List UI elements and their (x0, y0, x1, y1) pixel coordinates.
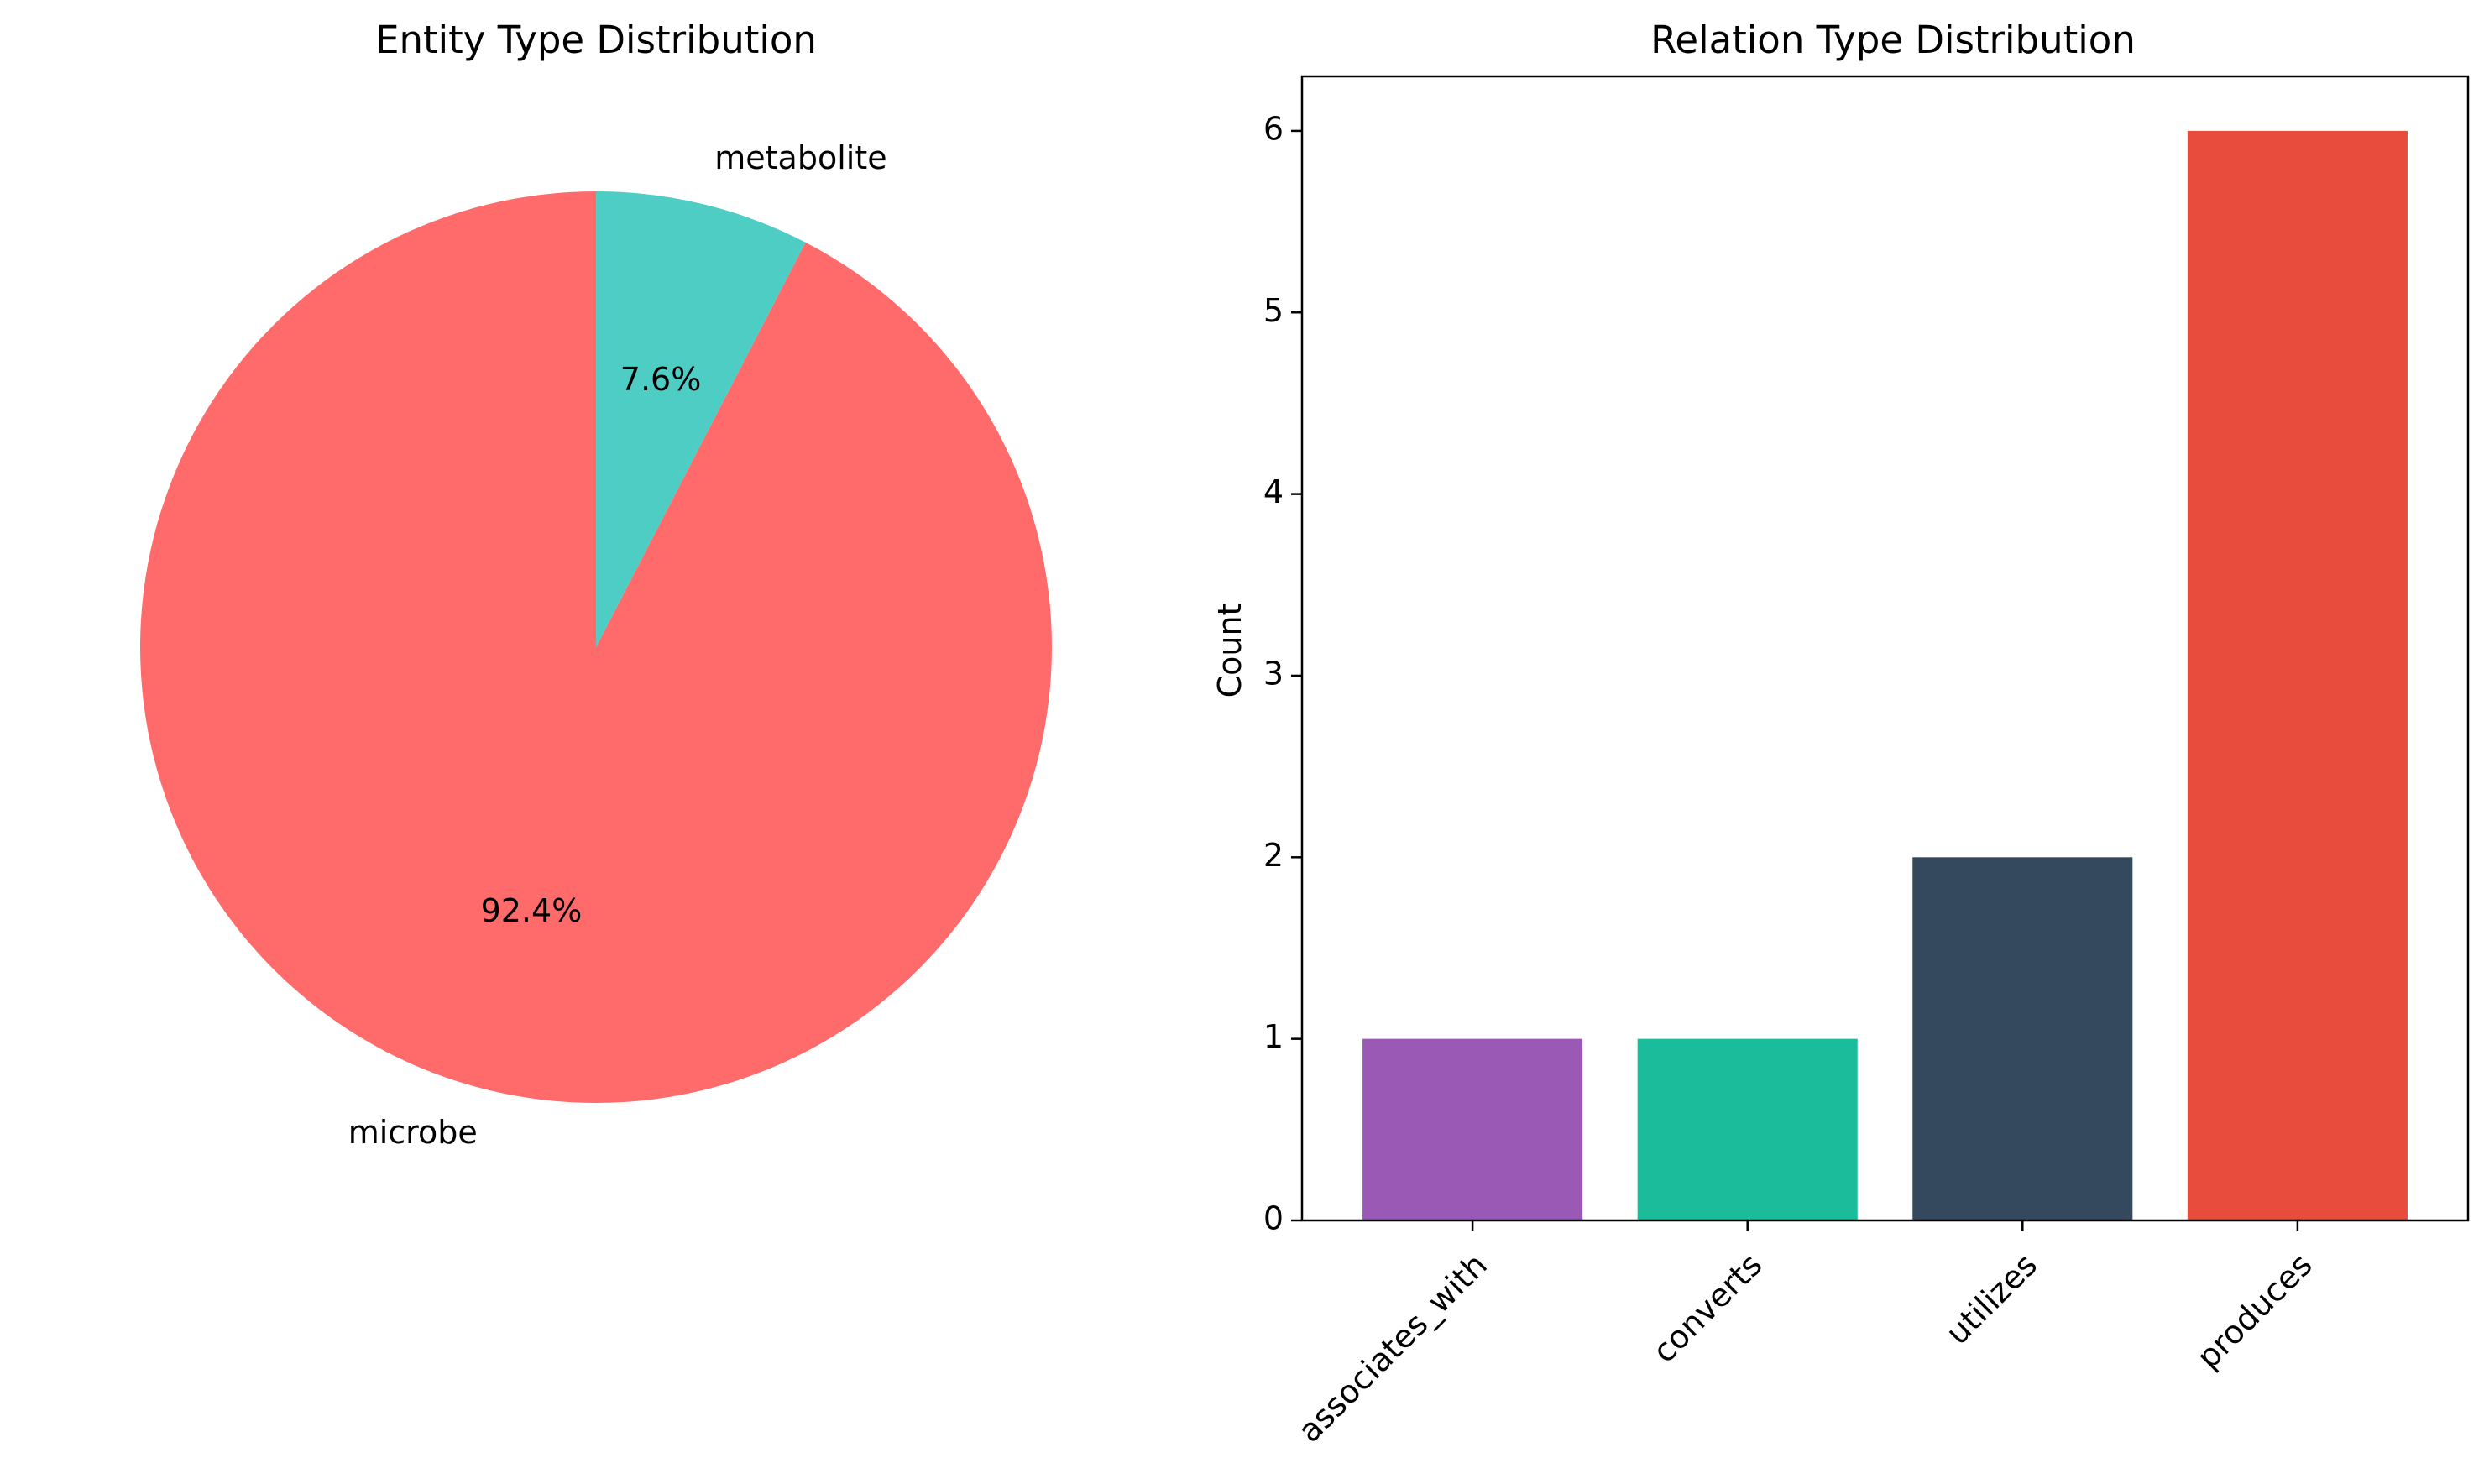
y-tick-label: 1 (1263, 1018, 1284, 1055)
pie-chart-title: Entity Type Distribution (375, 18, 817, 62)
bar-utilizes (1912, 857, 2133, 1220)
y-tick-label: 6 (1263, 110, 1284, 147)
bar-associates_with (1362, 1038, 1583, 1220)
bar-produces (2187, 130, 2408, 1220)
pie-label-microbe: microbe (348, 1114, 478, 1151)
pie-slice-metabolite (596, 191, 806, 647)
bar-converts (1637, 1038, 1858, 1220)
y-tick-label: 5 (1263, 292, 1284, 329)
y-tick-label: 0 (1263, 1200, 1284, 1237)
bar-chart-title: Relation Type Distribution (1650, 18, 2136, 62)
pie-label-metabolite: metabolite (714, 139, 886, 176)
pie-pct-microbe: 92.4% (481, 892, 583, 929)
y-tick-label: 4 (1263, 473, 1284, 510)
pie-chart: Entity Type Distribution microbe 92.4% met… (140, 18, 1053, 1151)
plot-frame (1300, 75, 2470, 1222)
pie-pct-metabolite: 7.6% (620, 361, 702, 398)
y-axis-label: Count (1211, 604, 1248, 698)
pie-slice-microbe (140, 191, 1053, 1103)
y-tick-label: 3 (1263, 655, 1284, 692)
y-tick-label: 2 (1263, 837, 1284, 874)
